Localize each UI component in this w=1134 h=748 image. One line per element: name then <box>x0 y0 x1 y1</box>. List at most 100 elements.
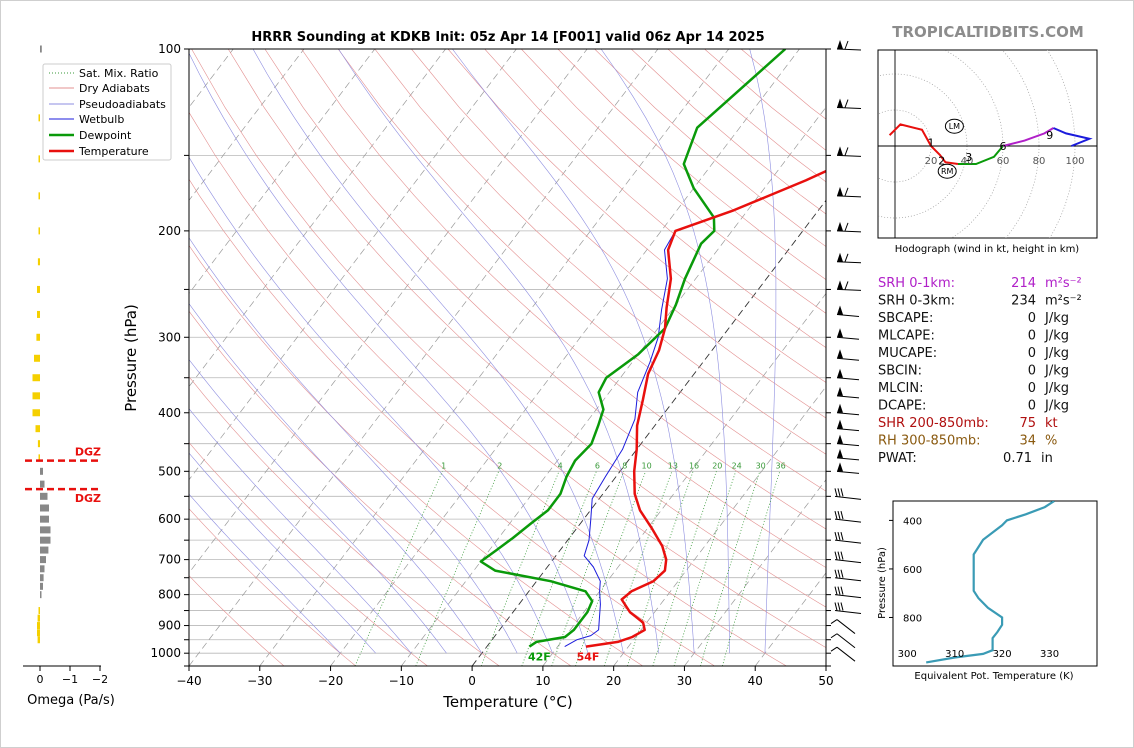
hodograph-height-marker: 3 <box>965 151 972 164</box>
pseudoadiabat-line <box>189 156 553 654</box>
omega-axis-label: Omega (Pa/s) <box>27 693 115 708</box>
hodograph-trace <box>1053 127 1093 147</box>
dgz-bottom-label: DGZ <box>75 492 101 505</box>
wind-barb-feather <box>837 551 841 560</box>
theta-e-y-tick-label: 800 <box>903 613 922 624</box>
index-unit: J/kg <box>1044 364 1069 379</box>
hodograph-trace <box>1002 127 1054 147</box>
dry-adiabat-line <box>374 49 826 455</box>
wind-barb <box>834 488 862 500</box>
index-value: 0 <box>1028 311 1036 326</box>
dry-adiabat-line <box>227 49 826 608</box>
pseudoadiabat-line <box>189 359 447 654</box>
isotherm-line <box>189 49 446 388</box>
omega-bar <box>40 45 42 53</box>
storm-motion-label: LM <box>949 122 960 131</box>
pseudoadiabat-line <box>600 49 730 654</box>
wind-barb-staff <box>836 412 860 416</box>
omega-bar <box>40 480 45 488</box>
index-label: MLCAPE: <box>878 329 935 344</box>
wind-barb <box>836 368 860 381</box>
surface-dewpoint-label: 42F <box>528 651 551 664</box>
index-unit: J/kg <box>1044 346 1069 361</box>
wind-barb-staff <box>834 559 862 564</box>
wind-barb-flag <box>837 448 843 458</box>
wind-barb-feather <box>837 511 841 520</box>
index-unit: in <box>1041 451 1053 466</box>
omega-bar <box>40 467 43 475</box>
wind-barb-feather <box>840 488 844 497</box>
hodograph-plot <box>878 50 1097 238</box>
isotherm-line <box>471 199 826 666</box>
x-tick-label: −40 <box>176 674 201 688</box>
index-label: SRH 0-3km: <box>878 294 955 309</box>
brand-logo-text: TROPICALTIDBITS.COM <box>892 23 1084 41</box>
index-label: MUCAPE: <box>878 346 937 361</box>
wind-barb-feather <box>837 569 841 578</box>
wind-barb-staff <box>836 107 862 110</box>
skewt-background-lines <box>189 49 826 666</box>
isotherm-line <box>189 49 517 481</box>
omega-tick-label-1: −1 <box>62 673 78 686</box>
index-unit: m²s⁻² <box>1045 294 1082 309</box>
y-tick-label: 200 <box>158 224 181 238</box>
wind-barb-feather <box>844 222 849 232</box>
skewt-axes: 1 2 4 6 8 10 13 16 20 24 30 36−40 −30 −20 −10 0 10 20 30 40… <box>150 42 833 688</box>
dry-adiabat-line <box>189 178 715 666</box>
isotherm-line <box>542 292 826 666</box>
wind-barb-feather <box>840 511 844 520</box>
isotherm-line <box>189 49 588 574</box>
index-unit: J/kg <box>1044 399 1069 414</box>
mixing-ratio-line <box>354 471 443 666</box>
wind-barb-flag <box>837 349 843 359</box>
hodograph-caption: Hodograph (wind in kt, height in km) <box>895 244 1080 255</box>
dry-adiabat-line <box>301 49 826 530</box>
pseudoadiabat-line <box>338 49 660 654</box>
wind-barb <box>836 252 862 264</box>
y-tick-label: 600 <box>158 512 181 526</box>
wind-barb-staff <box>834 610 862 615</box>
temperature-profile-line <box>585 169 826 648</box>
mixing-ratio-label: 36 <box>776 462 786 471</box>
pseudoadiabat-line <box>189 303 483 654</box>
pseudoadiabat-line <box>252 49 624 654</box>
wind-barb-feather <box>830 619 838 624</box>
x-tick-label: 0 <box>468 674 476 688</box>
wind-barb <box>834 602 862 615</box>
wind-barb-staff <box>834 518 862 523</box>
omega-bar <box>32 392 40 400</box>
wind-barb-staff <box>836 336 860 340</box>
wind-barb-feather <box>830 633 838 639</box>
wind-barb <box>836 305 860 317</box>
indices-table: SRH 0-1km: 214 m²s⁻² SRH 0-3km: 234 m²s⁻² SBCA… <box>878 276 1082 466</box>
omega-bar <box>35 425 40 433</box>
mixing-ratio-label: 10 <box>642 462 652 471</box>
mixing-ratio-label: 2 <box>497 462 502 471</box>
index-unit: J/kg <box>1044 329 1069 344</box>
y-tick-label: 100 <box>158 42 181 56</box>
omega-bar <box>37 258 40 266</box>
wind-barb-staff <box>834 495 862 500</box>
omega-bar <box>37 614 40 622</box>
skewt-profiles <box>479 49 826 648</box>
y-tick-label: 700 <box>158 553 181 567</box>
skewt-y-axis-label: Pressure (hPa) <box>122 304 140 412</box>
legend-box <box>42 63 172 161</box>
hodograph-height-marker: 9 <box>1046 129 1053 142</box>
hodograph-ring-label: 60 <box>997 156 1010 167</box>
wind-barb-flag <box>837 252 843 262</box>
index-unit: J/kg <box>1044 311 1069 326</box>
mixing-ratio-label: 16 <box>689 462 699 471</box>
mixing-ratio-line <box>603 471 673 666</box>
mixing-ratio-line <box>415 471 500 666</box>
mixing-ratio-label: 6 <box>595 462 600 471</box>
hodograph-height-marker: 6 <box>1000 140 1007 153</box>
omega-bar <box>38 155 40 163</box>
wind-barb <box>836 221 862 233</box>
pseudoadiabat-line <box>189 237 518 654</box>
index-label: DCAPE: <box>878 399 926 414</box>
wind-barb <box>834 532 862 544</box>
y-tick-label: 800 <box>158 588 181 602</box>
wind-barb-flag <box>837 434 843 444</box>
wind-barb-feather <box>837 586 841 595</box>
